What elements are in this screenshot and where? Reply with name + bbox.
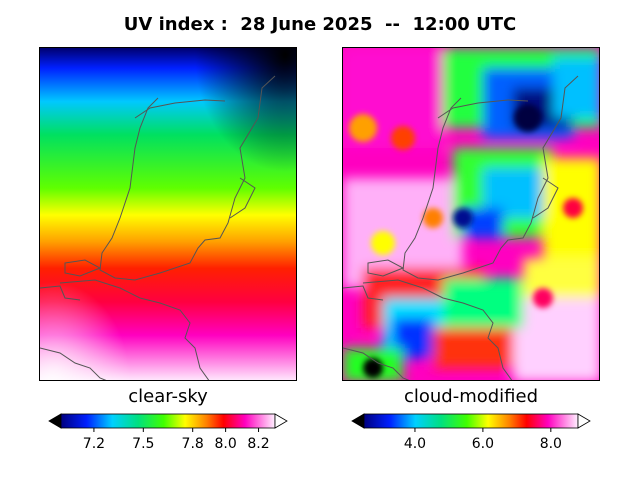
cloud-modified-colorbar: 4.0 6.0 8.0 <box>351 413 591 452</box>
clear-sky-caption: clear-sky <box>128 386 208 407</box>
figure-title: UV index : 28 June 2025 -- 12:00 UTC <box>123 14 517 35</box>
clear-sky-heatmap <box>40 48 296 380</box>
coastline-left <box>40 75 276 380</box>
cloud-modified-map <box>342 47 600 381</box>
cloud-modified-colorbar-tick-label: 4.0 <box>404 436 426 452</box>
clear-sky-colorbar-tick-label: 8.0 <box>214 436 236 452</box>
coastline-right <box>343 75 579 380</box>
clear-sky-colorbar-tick-label: 7.5 <box>132 436 154 452</box>
cloud-modified-colorbar-tick-label: 8.0 <box>540 436 562 452</box>
cloud-modified-heatmap <box>343 48 599 380</box>
cloud-modified-colorbar-tick-label: 6.0 <box>472 436 494 452</box>
clear-sky-colorbar-tick-label: 8.2 <box>247 436 269 452</box>
cloud-modified-caption: cloud-modified <box>403 386 539 407</box>
clear-sky-map <box>39 47 297 381</box>
clear-sky-colorbar-tick-label: 7.2 <box>83 436 105 452</box>
clear-sky-colorbar: 7.2 7.5 7.8 8.0 8.2 <box>48 413 288 452</box>
clear-sky-colorbar-tick-label: 7.8 <box>182 436 204 452</box>
